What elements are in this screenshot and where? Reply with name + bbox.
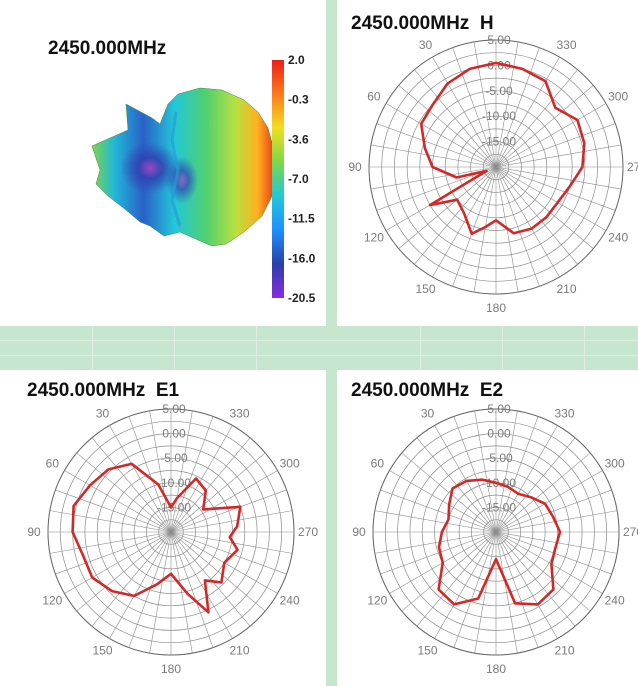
panel-e2-title: 2450.000MHz E2 xyxy=(351,380,504,401)
panel-h: 2450.000MHz H xyxy=(337,0,638,326)
colorbar-tick-label: -7.0 xyxy=(288,172,309,186)
divider-grid-line xyxy=(420,326,421,370)
colorbar-gradient xyxy=(272,60,284,298)
divider-grid-line xyxy=(0,355,638,356)
divider-grid-line xyxy=(92,326,93,370)
colorbar-tick-label: -16.0 xyxy=(288,251,316,265)
colorbar-tick-label: -20.5 xyxy=(288,291,316,305)
panel-e2: 2450.000MHz E2 xyxy=(337,370,638,686)
panel-e1-title: 2450.000MHz E1 xyxy=(27,380,180,401)
panel-e1: 2450.000MHz E1 xyxy=(0,370,326,686)
colorbar-tick-label: -3.6 xyxy=(288,132,309,146)
colorbar-tick-label: -11.5 xyxy=(288,212,315,226)
panel-3d-pattern: 2450.000MHz 2.0 -0.3 -3.6 -7.0 -11.5 -16 xyxy=(0,0,326,326)
colorbar-tick-label: -0.3 xyxy=(288,93,309,107)
panel-3d-title: 2450.000MHz xyxy=(48,38,167,59)
divider-grid-line xyxy=(502,326,503,370)
colorbar: 2.0 -0.3 -3.6 -7.0 -11.5 -16.0 -20.5 xyxy=(272,53,316,305)
divider-grid-line xyxy=(0,340,638,341)
divider-grid-line xyxy=(256,326,257,370)
colorbar-tick-label: 2.0 xyxy=(288,53,305,67)
panel-h-title: 2450.000MHz H xyxy=(351,13,494,34)
pattern-3d-chart xyxy=(91,87,277,247)
divider-grid-line xyxy=(174,326,175,370)
horizontal-divider xyxy=(0,326,638,370)
divider-grid-line xyxy=(584,326,585,370)
